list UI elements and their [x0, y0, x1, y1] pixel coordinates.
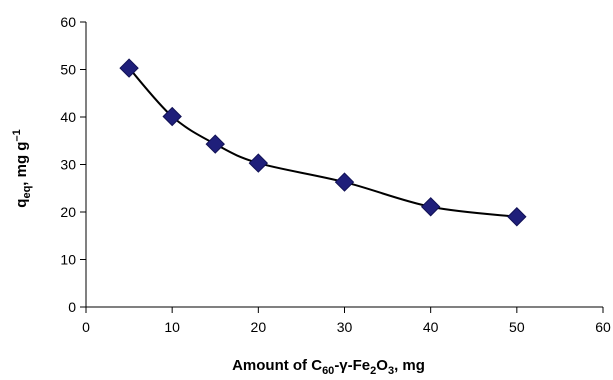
y-axis-title-sup: –1	[11, 129, 23, 141]
y-axis-title-prefix: q	[13, 199, 30, 208]
x-axis-title-sub3: 3	[388, 365, 394, 377]
x-tick-label: 10	[164, 319, 180, 335]
x-tick-label: 20	[251, 319, 267, 335]
y-axis-title-middle: , mg g	[13, 142, 30, 186]
data-point-marker	[420, 197, 441, 217]
y-tick-label: 0	[68, 299, 76, 315]
x-axis-ticks: 0 10 20 30 40 50 60	[82, 307, 611, 335]
x-axis-title-sub2: 2	[370, 365, 376, 377]
data-point-marker	[205, 134, 225, 154]
y-tick-label: 20	[60, 204, 76, 220]
x-axis-title: Amount of C60-γ-Fe2O3, mg	[232, 357, 425, 377]
data-point-marker	[119, 58, 139, 78]
x-tick-label: 40	[423, 319, 439, 335]
y-tick-label: 40	[60, 109, 76, 125]
x-axis-title-prefix: Amount of C	[232, 357, 322, 374]
x-axis-title-suffix: , mg	[394, 357, 425, 374]
series-line	[128, 67, 517, 218]
y-axis-title: qeq, mg g–1	[11, 129, 33, 207]
y-tick-label: 50	[60, 62, 76, 78]
y-tick-label: 30	[60, 157, 76, 173]
data-point-marker	[248, 153, 269, 173]
plot-area: 0 10 20 30 40 50 60 0 10 20 30 40 50 60	[60, 14, 611, 335]
y-tick-label: 10	[60, 252, 76, 268]
series-markers	[119, 58, 527, 227]
x-axis-title-sub1: 60	[322, 365, 334, 377]
data-point-marker	[162, 106, 182, 127]
x-tick-label: 50	[509, 319, 525, 335]
x-tick-label: 30	[337, 319, 353, 335]
y-tick-label: 60	[60, 14, 76, 30]
y-axis-ticks: 0 10 20 30 40 50 60	[60, 14, 86, 315]
x-axis-title-mid: -γ-Fe	[334, 357, 370, 374]
x-tick-label: 0	[82, 319, 90, 335]
x-tick-label: 60	[595, 319, 611, 335]
y-axis-title-sub: eq	[21, 186, 33, 199]
data-point-marker	[334, 172, 355, 192]
x-axis-title-mid2: O	[376, 357, 388, 374]
data-point-marker	[507, 207, 527, 227]
